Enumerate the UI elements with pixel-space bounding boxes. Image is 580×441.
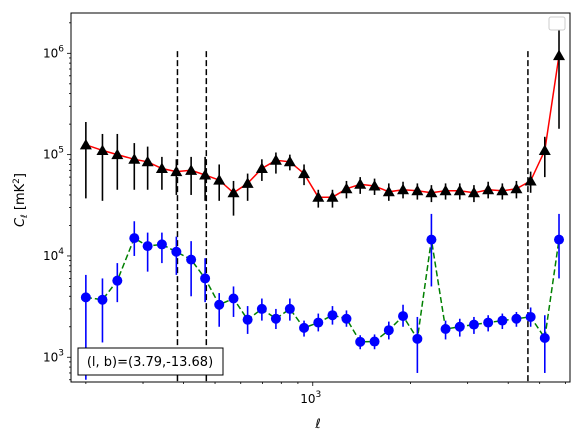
legend-box (548, 16, 566, 31)
data-point-triangle (368, 180, 381, 191)
plot-content (79, 29, 566, 382)
data-point-circle (313, 317, 324, 328)
data-point-circle (214, 299, 225, 310)
y-tick-label: 105 (43, 146, 64, 162)
data-point-triangle (453, 184, 466, 196)
data-point-circle (142, 241, 153, 252)
data-point-triangle (269, 154, 282, 165)
data-point-triangle (241, 177, 254, 188)
annotation-frame (77, 347, 224, 376)
data-point-triangle (96, 144, 109, 155)
data-point-circle (242, 314, 253, 325)
data-point-circle (440, 324, 451, 335)
data-point-triangle (79, 138, 92, 150)
data-point-triangle (510, 182, 523, 194)
data-point-circle (171, 246, 182, 257)
data-point-circle (156, 239, 167, 250)
data-point-triangle (538, 144, 551, 155)
data-point-triangle (213, 174, 226, 185)
data-point-triangle (170, 165, 183, 177)
x-axis-label: ℓ (314, 417, 320, 432)
data-point-triangle (397, 183, 410, 195)
data-point-triangle (382, 185, 395, 197)
data-point-triangle (439, 184, 452, 196)
data-point-circle (483, 317, 494, 328)
data-point-triangle (411, 184, 424, 196)
annotation-text: (l, b)=(3.79,-13.68) (87, 355, 213, 370)
data-point-circle (228, 293, 239, 304)
data-point-circle (97, 294, 108, 305)
data-point-triangle (199, 168, 212, 180)
data-point-triangle (312, 191, 325, 202)
series-line (85, 237, 560, 343)
data-point-circle (426, 234, 437, 245)
data-point-circle (80, 292, 91, 303)
data-point-triangle (326, 191, 339, 202)
data-point-triangle (524, 174, 537, 186)
data-point-circle (369, 336, 380, 347)
data-point-triangle (128, 153, 141, 164)
plot-layer (79, 29, 566, 382)
data-point-circle (112, 275, 123, 286)
data-point-triangle (354, 178, 367, 189)
data-point-circle (383, 325, 394, 336)
data-point-circle (256, 303, 267, 314)
data-point-circle (341, 313, 352, 324)
data-point-circle (539, 332, 550, 343)
y-tick-label: 103 (43, 348, 64, 364)
series-line (85, 55, 560, 198)
series-2 (80, 213, 565, 380)
data-point-circle (497, 315, 508, 326)
data-point-circle (270, 313, 281, 324)
data-point-circle (398, 311, 409, 322)
data-point-triangle (496, 184, 509, 196)
y-axis-label: Cℓ [mK2] (12, 173, 30, 227)
data-point-triangle (467, 186, 480, 198)
data-point-triangle (425, 186, 438, 198)
x-tick-label: 103 (300, 390, 321, 406)
y-axis: 103 104 105 106 (43, 22, 71, 381)
series-1 (79, 29, 566, 216)
data-point-circle (355, 336, 366, 347)
data-point-triangle (141, 155, 154, 167)
data-point-triangle (340, 182, 353, 194)
data-point-triangle (185, 164, 198, 175)
data-point-circle (454, 321, 465, 332)
data-point-circle (299, 322, 310, 333)
data-point-triangle (111, 148, 124, 160)
plot-frame (70, 12, 571, 383)
data-point-triangle (553, 49, 566, 61)
data-point-triangle (298, 167, 311, 179)
data-point-circle (412, 333, 423, 344)
y-tick-label: 106 (43, 44, 64, 60)
data-point-circle (525, 311, 536, 322)
data-point-circle (129, 233, 140, 244)
data-point-circle (327, 310, 338, 321)
y-tick-label: 104 (43, 247, 64, 263)
data-point-circle (200, 273, 211, 284)
data-point-triangle (227, 186, 240, 198)
data-point-triangle (255, 162, 268, 173)
x-axis: 103 (85, 382, 566, 406)
data-point-circle (468, 319, 479, 330)
data-point-circle (284, 303, 295, 314)
annotation-box: (l, b)=(3.79,-13.68) (77, 347, 224, 376)
data-point-circle (511, 313, 522, 324)
data-point-triangle (155, 162, 168, 173)
data-point-triangle (283, 155, 296, 167)
data-point-circle (554, 234, 565, 245)
data-point-triangle (482, 183, 495, 195)
data-point-circle (186, 254, 197, 265)
